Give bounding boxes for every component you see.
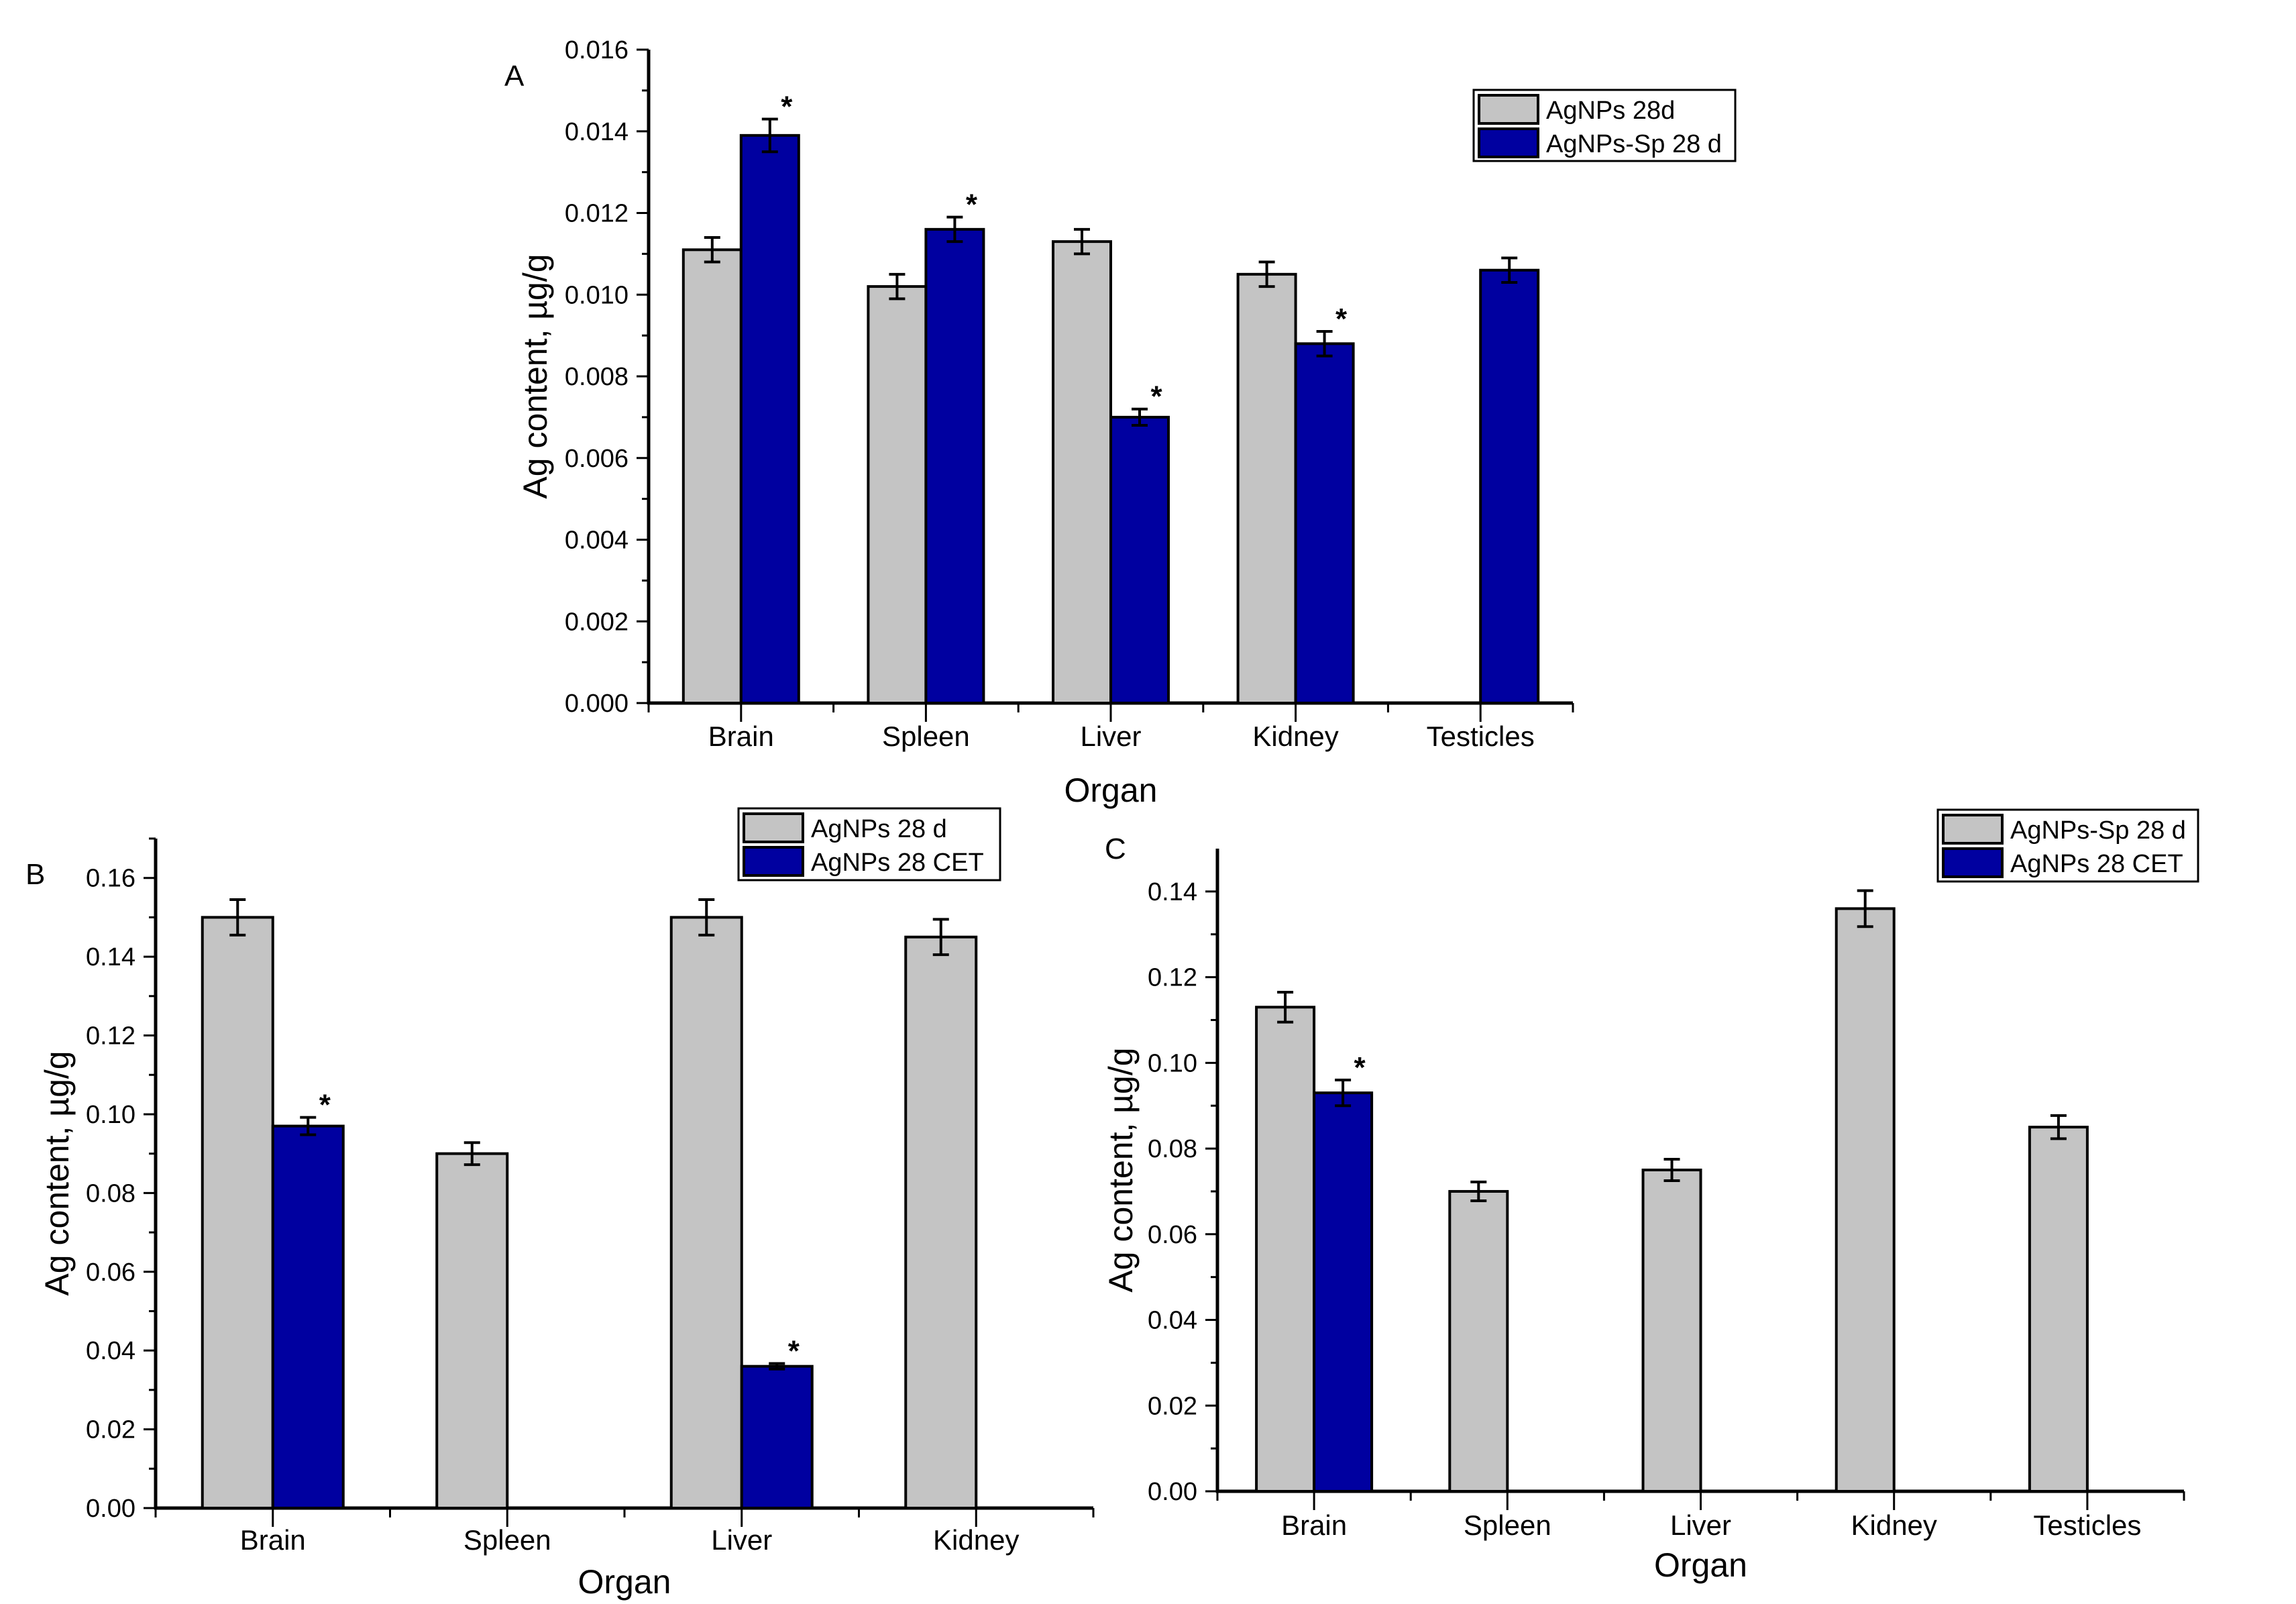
- bar-spleen-series-1: [435, 1152, 509, 1510]
- y-tick-label: 0.000: [565, 690, 628, 718]
- bar-kidney-series-1: [1236, 272, 1297, 704]
- x-tick-label: Kidney: [1252, 720, 1338, 752]
- y-tick-label: 0.14: [86, 943, 135, 971]
- y-tick-label: 0.004: [565, 527, 628, 555]
- x-tick-label: Brain: [708, 720, 774, 752]
- legend-swatch: [743, 812, 804, 843]
- x-tick-label: Spleen: [463, 1524, 551, 1556]
- legend-label: AgNPs-Sp 28 d: [2010, 816, 2186, 845]
- y-tick-label: 0.012: [565, 200, 628, 228]
- legend-label: AgNPs 28 CET: [811, 849, 984, 877]
- x-axis-title: Organ: [578, 1563, 671, 1601]
- x-tick-label: Spleen: [882, 720, 970, 752]
- y-tick-label: 0.02: [86, 1416, 135, 1444]
- y-tick-label: 0.10: [1148, 1049, 1197, 1077]
- legend-label: AgNPs 28 d: [811, 815, 947, 843]
- significance-marker: *: [1335, 303, 1348, 335]
- legend-swatch: [1942, 847, 2004, 878]
- significance-marker: *: [966, 189, 978, 221]
- x-axis-title: Organ: [1654, 1546, 1747, 1584]
- legend: AgNPs 28 d AgNPs 28 CET: [737, 807, 1001, 881]
- legend-swatch: [1478, 127, 1539, 158]
- bar-liver-series-1: [669, 916, 743, 1509]
- x-tick-label: Liver: [711, 1524, 772, 1556]
- x-tick-label: Kidney: [1851, 1509, 1936, 1541]
- significance-marker: *: [1150, 380, 1162, 413]
- y-tick-label: 0.08: [86, 1179, 135, 1208]
- legend-swatch: [1478, 94, 1539, 125]
- significance-marker: *: [319, 1089, 331, 1122]
- bar-brain-series-1: [201, 916, 274, 1509]
- y-tick-label: 0.06: [86, 1259, 135, 1287]
- bar-brain-series-2: [739, 133, 800, 704]
- bar-testicles-series-2: [1479, 268, 1540, 705]
- bar-brain-series-2: [271, 1124, 345, 1510]
- bar-testicles-series-1: [2028, 1126, 2089, 1493]
- x-axis-title: Organ: [1064, 771, 1158, 809]
- panel-letter: B: [25, 858, 45, 891]
- x-tick-label: Testicles: [1427, 720, 1535, 752]
- y-tick-label: 0.008: [565, 363, 628, 391]
- significance-marker: *: [781, 90, 793, 123]
- bar-liver-series-1: [1052, 240, 1112, 704]
- y-axis-title: Ag content, µg/g: [516, 254, 554, 498]
- panel-letter: C: [1105, 833, 1126, 865]
- y-tick-label: 0.02: [1148, 1392, 1197, 1420]
- chart-panel-b: B 0.00 0.02 0.04 0.06 0.08 0.10 0.12 0.14 0.16 Ag …: [25, 807, 1095, 1601]
- x-tick-label: Brain: [240, 1524, 306, 1556]
- legend: AgNPs 28d AgNPs-Sp 28 d: [1472, 89, 1737, 162]
- bar-brain-series-1: [1255, 1006, 1316, 1493]
- bar-spleen-series-1: [1448, 1189, 1509, 1493]
- legend-swatch: [743, 846, 804, 877]
- y-tick-label: 0.00: [1148, 1478, 1197, 1506]
- y-tick-label: 0.12: [86, 1022, 135, 1051]
- chart-panel-c: C 0.00 0.02 0.04 0.06 0.08 0.10 0.12 0.14 Ag cont…: [1102, 808, 2199, 1584]
- y-tick-label: 0.12: [1148, 964, 1197, 992]
- legend: AgNPs-Sp 28 d AgNPs 28 CET: [1936, 808, 2199, 883]
- y-tick-label: 0.04: [1148, 1307, 1197, 1335]
- y-tick-label: 0.00: [86, 1495, 135, 1523]
- y-axis-title: Ag content, µg/g: [1102, 1047, 1140, 1292]
- y-tick-label: 0.04: [86, 1337, 135, 1365]
- y-tick-label: 0.010: [565, 281, 628, 309]
- x-tick-label: Liver: [1080, 720, 1141, 752]
- bar-brain-series-1: [681, 248, 743, 705]
- bar-spleen-series-2: [924, 227, 985, 705]
- y-tick-label: 0.16: [86, 865, 135, 893]
- chart-panel-a: A 0.000 0.002 0.004 0.006 0.008 0.010 0.012 0.01…: [504, 36, 1737, 809]
- y-tick-label: 0.08: [1148, 1135, 1197, 1163]
- significance-marker: *: [788, 1335, 800, 1368]
- significance-marker: *: [1354, 1051, 1366, 1084]
- y-tick-label: 0.006: [565, 445, 628, 473]
- x-tick-label: Liver: [1670, 1509, 1731, 1541]
- y-tick-label: 0.06: [1148, 1221, 1197, 1249]
- y-tick-label: 0.14: [1148, 878, 1197, 906]
- y-tick-label: 0.014: [565, 118, 628, 146]
- x-tick-label: Testicles: [2033, 1509, 2141, 1541]
- legend-label: AgNPs 28d: [1546, 97, 1675, 125]
- x-tick-label: Kidney: [933, 1524, 1019, 1556]
- bar-kidney-series-1: [1835, 907, 1896, 1493]
- x-tick-label: Spleen: [1464, 1509, 1551, 1541]
- bar-brain-series-2: [1313, 1091, 1374, 1493]
- y-tick-label: 0.016: [565, 36, 628, 64]
- bar-kidney-series-2: [1294, 342, 1355, 704]
- panel-letter: A: [504, 60, 525, 93]
- bar-liver-series-2: [740, 1365, 814, 1509]
- y-tick-label: 0.10: [86, 1101, 135, 1129]
- x-tick-label: Brain: [1281, 1509, 1347, 1541]
- legend-label: AgNPs-Sp 28 d: [1546, 130, 1722, 158]
- bar-kidney-series-1: [904, 935, 978, 1509]
- legend-label: AgNPs 28 CET: [2010, 850, 2183, 878]
- legend-swatch: [1942, 814, 2004, 845]
- bar-liver-series-2: [1109, 415, 1170, 704]
- y-tick-label: 0.002: [565, 608, 628, 636]
- y-axis-title: Ag content, µg/g: [38, 1051, 76, 1295]
- bar-spleen-series-1: [867, 285, 928, 704]
- bar-liver-series-1: [1641, 1169, 1702, 1493]
